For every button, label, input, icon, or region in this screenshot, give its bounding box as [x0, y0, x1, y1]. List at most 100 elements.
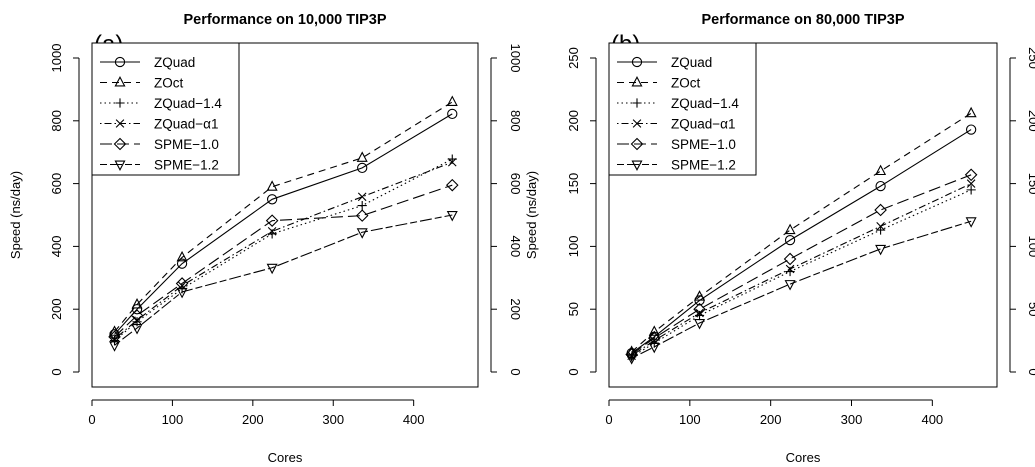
series-3 — [110, 157, 457, 344]
data-point — [109, 341, 121, 352]
series-line — [631, 189, 972, 358]
x-tick-label: 400 — [921, 412, 943, 427]
series-line — [631, 220, 972, 359]
legend-marker — [113, 137, 127, 151]
y-right-tick-label: 0 — [508, 368, 523, 375]
data-point — [131, 298, 143, 309]
chart-title: Performance on 80,000 TIP3P — [701, 12, 904, 28]
y-right-tick-label: 200 — [1026, 110, 1035, 132]
y-axis-left: 0 200 400 600 800 1000 — [49, 44, 80, 376]
data-point — [875, 180, 886, 192]
data-point — [357, 192, 367, 202]
plot-frame — [608, 42, 998, 388]
y-axis-left: 0 50 100 150 200 250 — [566, 47, 597, 376]
panel-a: Performance on 10,000 TIP3P(a)0100200300… — [8, 12, 523, 465]
data-point — [176, 258, 188, 269]
data-point — [357, 162, 368, 174]
series-line — [631, 183, 972, 357]
y-axis-right: 0 50 100 150 200 250 — [1009, 47, 1035, 376]
data-point — [694, 319, 706, 330]
data-point — [966, 185, 976, 195]
series-line — [631, 174, 972, 355]
x-axis-label: Cores — [786, 450, 821, 465]
data-point — [446, 211, 458, 222]
legend-marker — [632, 119, 642, 128]
data-point — [109, 336, 120, 346]
data-point — [874, 203, 887, 217]
legend-entry: ZQuad — [154, 55, 195, 70]
y-tick-label: 0 — [49, 368, 64, 375]
series-2 — [627, 185, 976, 362]
data-point — [966, 179, 976, 188]
data-point — [447, 108, 458, 120]
x-tick-label: 100 — [679, 412, 701, 427]
data-point — [965, 106, 977, 118]
y-right-tick-label: 400 — [508, 236, 523, 258]
series-1 — [109, 95, 458, 336]
x-axis-label: Cores — [268, 450, 303, 465]
y-tick-label: 150 — [566, 173, 581, 195]
data-point — [266, 180, 278, 191]
series-line — [114, 184, 453, 338]
data-point — [965, 124, 977, 135]
panel-b: Performance on 80,000 TIP3P(b)0100200300… — [524, 12, 1035, 465]
series-4 — [625, 168, 978, 361]
x-tick-label: 200 — [242, 412, 264, 427]
data-point — [784, 234, 796, 246]
y-right-tick-label: 50 — [1026, 302, 1035, 316]
legend-marker — [114, 160, 126, 171]
y-right-tick-label: 100 — [1026, 236, 1035, 258]
data-point — [964, 168, 978, 182]
legend: ZQuad ZOct ZQuad−1.4 ZQuad−α1 SPME−1.0 SPME−1… — [608, 42, 757, 176]
legend-entry: ZQuad — [671, 55, 712, 70]
y-right-tick-label: 250 — [1026, 47, 1035, 69]
y-tick-label: 100 — [566, 236, 581, 258]
x-tick-label: 100 — [162, 412, 184, 427]
legend-marker — [630, 137, 644, 151]
legend-marker — [115, 119, 125, 128]
series-line — [114, 214, 453, 346]
legend-marker — [632, 98, 642, 108]
data-point — [626, 354, 638, 365]
legend-entry: ZOct — [671, 76, 700, 91]
x-tick-label: 0 — [88, 412, 95, 427]
data-point — [130, 309, 144, 322]
legend: ZQuad ZOct ZQuad−1.4 ZQuad−α1 SPME−1.0 SPME−1… — [91, 42, 240, 176]
y-axis-label: Speed (ns/day) — [524, 171, 539, 259]
legend-entry: SPME−1.0 — [154, 137, 219, 152]
x-tick-label: 300 — [322, 412, 344, 427]
data-point — [965, 217, 977, 228]
data-point — [783, 252, 797, 266]
data-point — [131, 324, 143, 335]
data-point — [694, 290, 706, 301]
data-point — [267, 227, 277, 236]
legend-marker — [115, 98, 125, 108]
data-point — [648, 325, 660, 336]
plot-frame — [91, 42, 479, 388]
legend-marker — [631, 56, 643, 68]
series-5 — [109, 211, 458, 352]
data-point — [648, 342, 660, 354]
legend-marker — [631, 76, 643, 87]
y-tick-label: 600 — [49, 173, 64, 195]
data-point — [176, 287, 188, 299]
y-tick-label: 800 — [49, 110, 64, 132]
legend-entry: SPME−1.2 — [671, 158, 736, 173]
data-point — [447, 157, 457, 167]
y-axis-right: 0 200 400 600 800 1000 — [490, 44, 523, 376]
data-point — [693, 302, 706, 316]
y-right-tick-label: 600 — [508, 173, 523, 195]
data-point — [784, 223, 796, 235]
data-point — [785, 264, 795, 274]
data-point — [265, 214, 279, 227]
y-tick-label: 250 — [566, 47, 581, 69]
series-2 — [109, 154, 457, 346]
legend-entry: ZQuad−1.4 — [671, 96, 739, 111]
y-right-tick-label: 0 — [1026, 368, 1035, 375]
y-tick-label: 200 — [49, 298, 64, 320]
x-axis: 0 100 200 300 400 — [88, 399, 425, 427]
legend-marker — [114, 56, 126, 68]
legend-entry: ZOct — [154, 76, 183, 91]
data-point — [875, 244, 887, 256]
